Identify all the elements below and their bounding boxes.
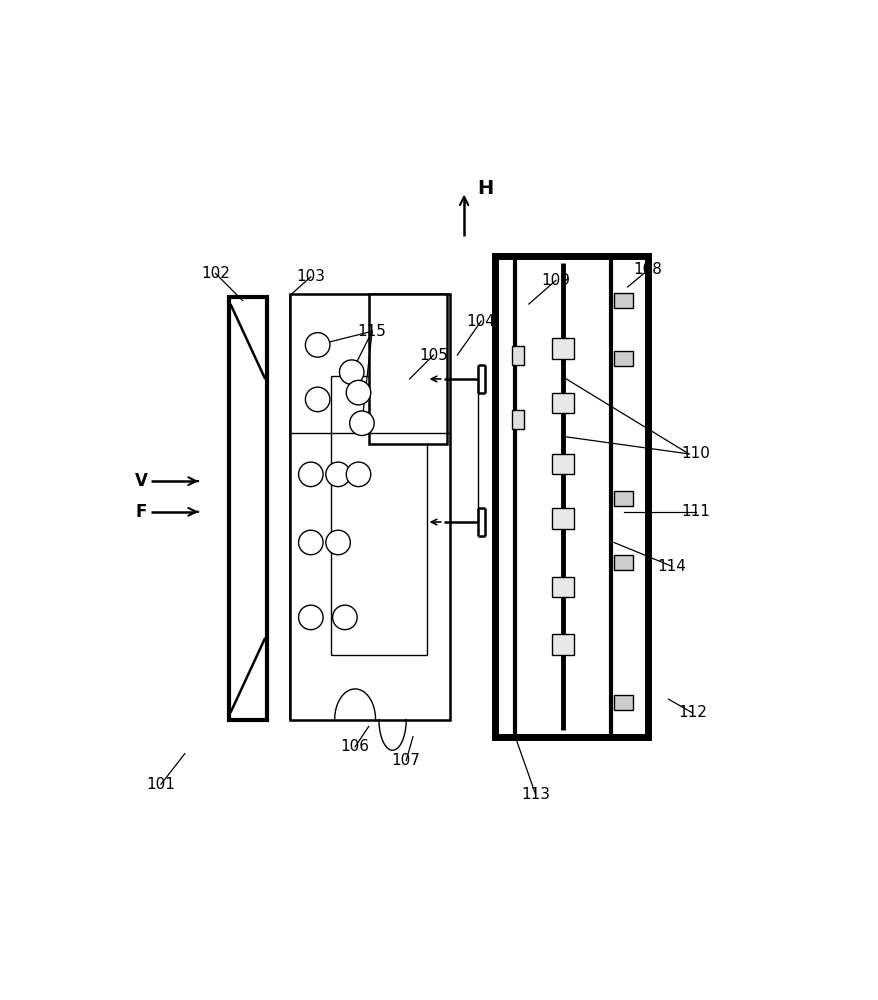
Bar — [551, 338, 573, 359]
Bar — [613, 293, 632, 308]
Text: 107: 107 — [392, 753, 421, 768]
Bar — [613, 555, 632, 570]
Text: 110: 110 — [680, 446, 709, 461]
Circle shape — [332, 605, 356, 630]
Bar — [331, 376, 426, 655]
Text: 101: 101 — [147, 777, 176, 792]
Circle shape — [305, 387, 329, 412]
Circle shape — [326, 530, 350, 555]
Circle shape — [339, 360, 363, 384]
Bar — [613, 491, 632, 506]
Text: 106: 106 — [341, 739, 369, 754]
Bar — [551, 454, 573, 474]
Circle shape — [305, 333, 329, 357]
Text: 104: 104 — [466, 314, 495, 329]
Circle shape — [349, 411, 374, 436]
Bar — [290, 294, 450, 720]
Text: 109: 109 — [541, 273, 570, 288]
Text: 108: 108 — [633, 262, 662, 277]
Text: 111: 111 — [680, 504, 709, 519]
Text: 102: 102 — [201, 266, 230, 281]
Circle shape — [299, 530, 323, 555]
Bar — [494, 256, 647, 737]
Bar — [511, 410, 523, 429]
Text: 103: 103 — [296, 269, 325, 284]
Bar — [551, 634, 573, 655]
Bar — [551, 508, 573, 529]
Text: 115: 115 — [357, 324, 386, 339]
Text: 112: 112 — [677, 705, 706, 720]
Text: H: H — [478, 179, 493, 198]
Circle shape — [346, 380, 371, 405]
Text: 114: 114 — [657, 559, 686, 574]
Circle shape — [326, 462, 350, 487]
Bar — [551, 577, 573, 597]
Circle shape — [299, 605, 323, 630]
Text: 105: 105 — [419, 348, 448, 363]
Bar — [511, 346, 523, 365]
Circle shape — [299, 462, 323, 487]
Text: F: F — [136, 503, 148, 521]
Circle shape — [346, 462, 371, 487]
Text: 113: 113 — [521, 787, 550, 802]
Text: V: V — [134, 472, 148, 490]
Bar — [369, 294, 447, 444]
Bar — [229, 297, 266, 720]
Bar — [613, 351, 632, 366]
Bar — [613, 695, 632, 710]
Bar — [551, 393, 573, 413]
